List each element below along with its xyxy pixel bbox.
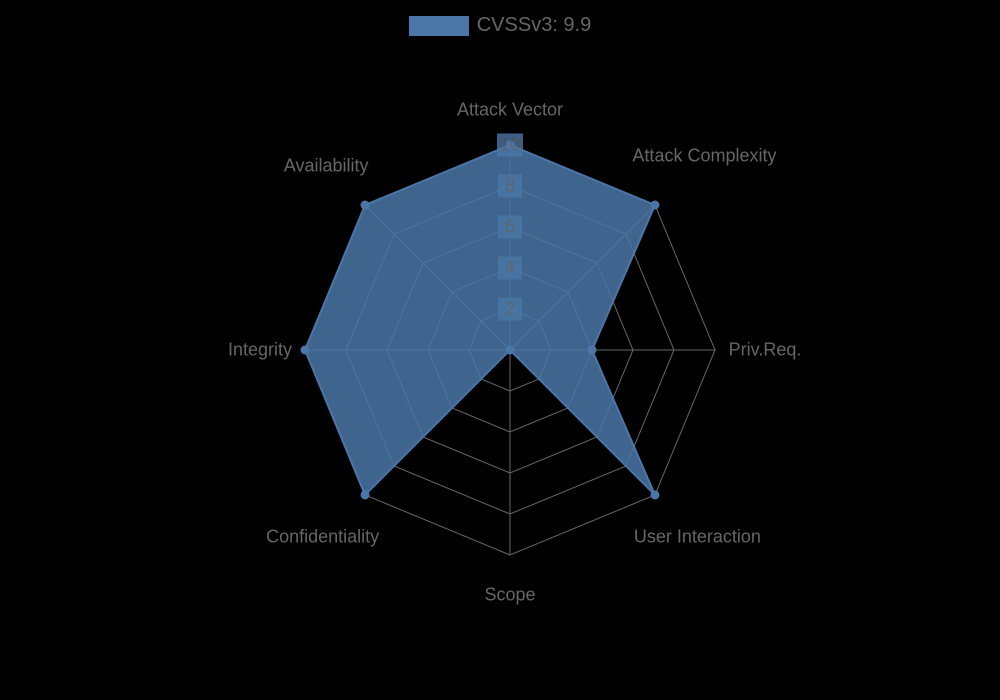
axis-label: Confidentiality [266, 527, 379, 548]
axis-label: Attack Complexity [632, 145, 776, 166]
axis-label: Scope [484, 585, 535, 606]
axis-label: User Interaction [634, 527, 761, 548]
axis-label: Priv.Req. [729, 340, 802, 361]
axis-label: Attack Vector [457, 100, 563, 121]
radar-chart-container: CVSSv3: 9.9 Attack VectorAttack Complexi… [0, 0, 1000, 700]
axis-label: Availability [284, 156, 369, 177]
axis-label: Integrity [228, 340, 292, 361]
